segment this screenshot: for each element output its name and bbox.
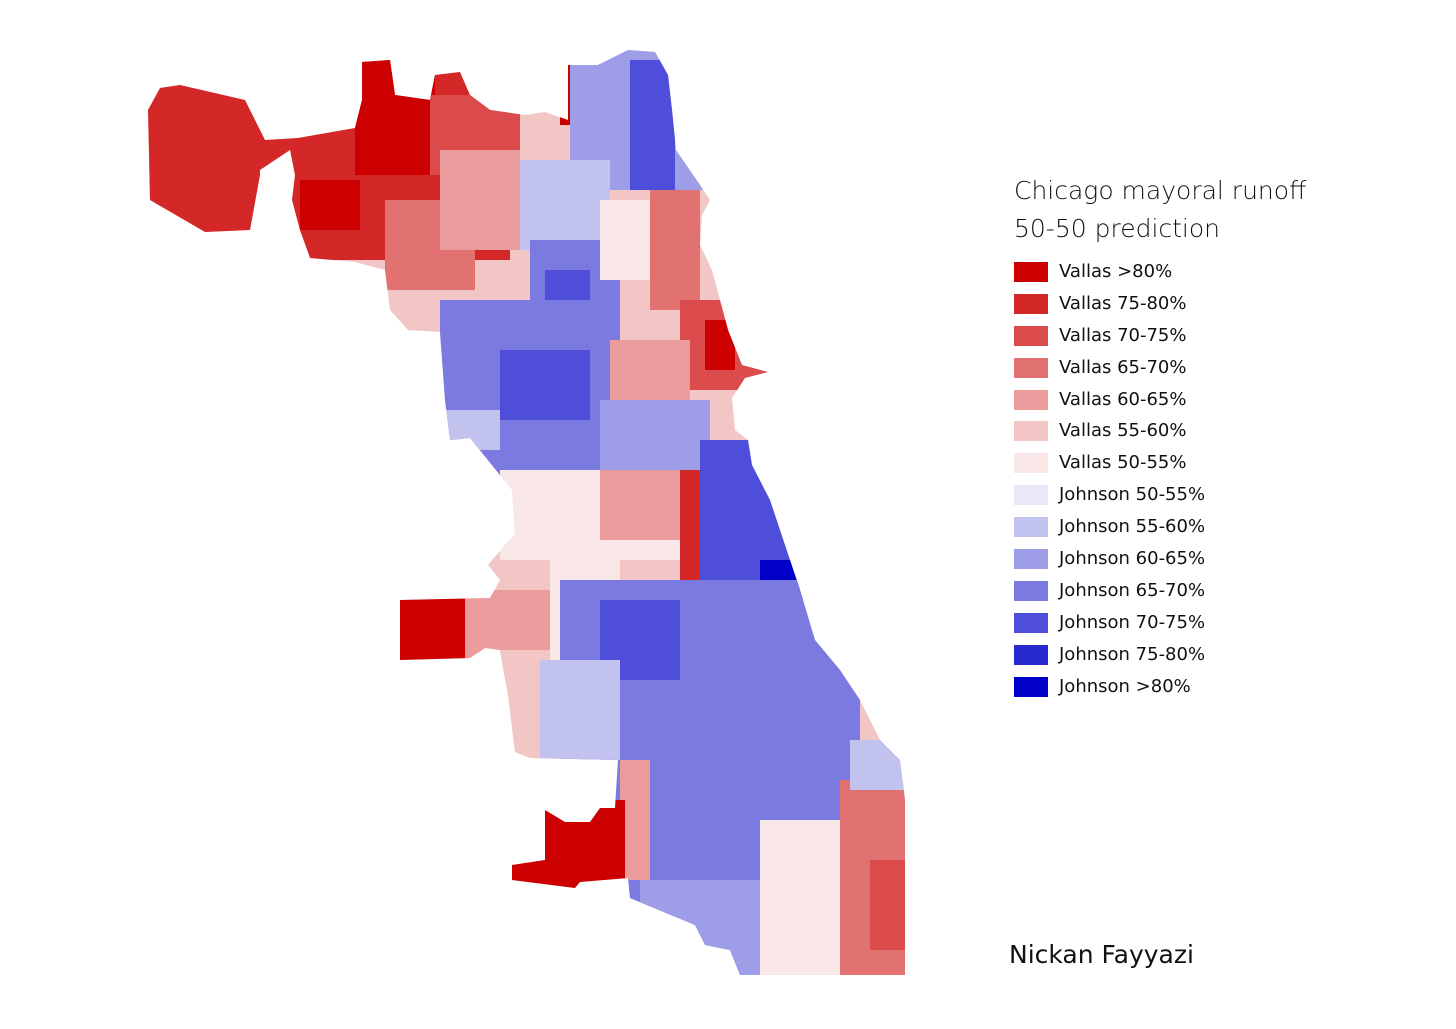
- legend-swatch: [1014, 389, 1048, 410]
- legend-swatch: [1014, 293, 1048, 314]
- legend-swatch: [1014, 325, 1048, 346]
- legend-label: Johnson 75-80%: [1059, 643, 1206, 665]
- legend-label: Vallas 50-55%: [1059, 452, 1187, 474]
- legend-label: Johnson 70-75%: [1059, 611, 1206, 633]
- legend-title-line-1: Chicago mayoral runoff: [1014, 176, 1307, 205]
- legend-label: Johnson >80%: [1059, 675, 1191, 697]
- legend-label: Vallas 75-80%: [1059, 292, 1187, 314]
- legend-title-line-2: 50-50 prediction: [1014, 214, 1221, 243]
- legend-title: Chicago mayoral runoff 50-50 prediction: [1014, 172, 1306, 248]
- legend-label: Johnson 65-70%: [1059, 579, 1206, 601]
- legend-swatch: [1014, 453, 1048, 474]
- legend-swatch: [1014, 612, 1048, 633]
- legend-swatch: [1014, 676, 1048, 697]
- legend-swatch: [1014, 262, 1048, 282]
- legend-swatch: [1014, 421, 1048, 442]
- legend-label: Johnson 60-65%: [1059, 548, 1206, 570]
- legend-swatch: [1014, 549, 1048, 570]
- legend-label: Vallas 70-75%: [1059, 324, 1187, 346]
- legend-label: Vallas >80%: [1059, 261, 1173, 282]
- legend-label: Vallas 60-65%: [1059, 388, 1187, 410]
- legend-label: Vallas 65-70%: [1059, 356, 1187, 378]
- legend-swatch: [1014, 357, 1048, 378]
- legend-swatch: [1014, 485, 1048, 506]
- legend-swatch: [1014, 580, 1048, 601]
- legend-swatch: [1014, 644, 1048, 665]
- author-credit: Nickan Fayyazi: [1009, 940, 1194, 969]
- legend-label: Johnson 50-55%: [1059, 484, 1206, 506]
- legend-label: Johnson 55-60%: [1059, 516, 1206, 538]
- legend-label: Vallas 55-60%: [1059, 420, 1187, 442]
- legend-swatch: [1014, 517, 1048, 538]
